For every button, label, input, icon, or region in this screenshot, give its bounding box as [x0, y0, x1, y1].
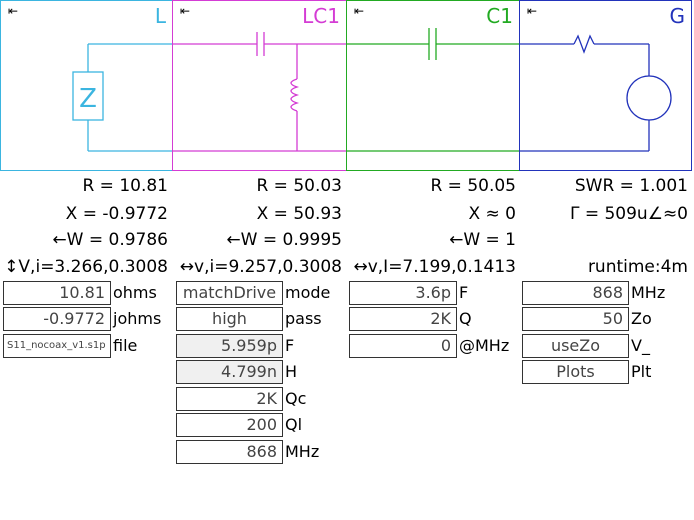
- panel-title-g: G: [669, 4, 686, 28]
- collapse-icon[interactable]: ⇤: [527, 4, 538, 18]
- mode-select[interactable]: matchDrive: [176, 281, 283, 305]
- panel-title-l: L: [154, 4, 166, 28]
- collapse-icon[interactable]: ⇤: [354, 4, 365, 18]
- voltage-mode-select[interactable]: useZo: [522, 334, 629, 358]
- panel-generator: ⇤ G: [519, 0, 692, 171]
- panel-load: Z ⇤ L: [0, 0, 173, 171]
- impedance-z-icon: Z: [79, 84, 97, 114]
- ql-label: Ql: [285, 415, 303, 434]
- c1-circuit: [347, 28, 519, 152]
- file-input[interactable]: S11_nocoax_v1.s1p: [3, 334, 111, 358]
- panel-lc1: ⇤ LC1: [172, 0, 347, 171]
- readout-swr: SWR = 1.001: [574, 176, 688, 196]
- readout-voltage-current: ↔v,I=7.199,0.1413: [353, 257, 516, 277]
- frequency-label: MHz: [285, 442, 320, 461]
- readout-reactance: X = 50.93: [256, 204, 342, 224]
- readout-resistance: R = 50.05: [430, 176, 516, 196]
- inductance-label: H: [285, 362, 298, 381]
- readout-gamma: Γ = 509u∠≈0: [569, 204, 688, 224]
- readout-power: ←W = 0.9995: [226, 230, 342, 250]
- zo-label: Zo: [631, 309, 652, 328]
- at-mhz-input[interactable]: 0: [349, 334, 457, 358]
- panel-c1: ⇤ C1: [346, 0, 520, 171]
- at-mhz-label: @MHz: [459, 336, 510, 355]
- capacitance-label: F: [285, 336, 295, 355]
- q-input[interactable]: 2K: [349, 307, 457, 331]
- panel-title-lc1: LC1: [302, 4, 340, 28]
- load-circuit: Z: [72, 43, 172, 152]
- generator-circuit: [520, 34, 672, 152]
- qc-input[interactable]: 2K: [176, 387, 283, 411]
- readout-power: ←W = 1: [449, 230, 516, 250]
- pass-select[interactable]: high: [176, 307, 283, 331]
- inductance-field: 4.799n: [176, 360, 283, 384]
- capacitance-field: 5.959p: [176, 334, 283, 358]
- voltage-mode-label: V_: [631, 336, 650, 355]
- lc1-circuit: [173, 32, 346, 152]
- ql-input[interactable]: 200: [176, 413, 283, 437]
- readout-voltage-current: ↔v,i=9.257,0.3008: [179, 257, 342, 277]
- johms-input[interactable]: -0.9772: [3, 307, 111, 331]
- plots-button[interactable]: Plots: [522, 360, 629, 384]
- ohms-input[interactable]: 10.81: [3, 281, 111, 305]
- readout-runtime: runtime:4m: [587, 257, 688, 277]
- q-label: Q: [459, 309, 472, 328]
- readout-voltage-current: ↕V,i=3.266,0.3008: [4, 257, 168, 277]
- ohms-label: ohms: [113, 283, 157, 302]
- frequency-input[interactable]: 868: [176, 440, 283, 464]
- readout-reactance: X = -0.9772: [65, 204, 168, 224]
- mode-label: mode: [285, 283, 331, 302]
- qc-label: Qc: [285, 389, 307, 408]
- frequency-input[interactable]: 868: [522, 281, 629, 305]
- zo-input[interactable]: 50: [522, 307, 629, 331]
- johms-label: johms: [113, 309, 162, 328]
- plots-label: Plt: [631, 362, 652, 381]
- readout-reactance: X ≈ 0: [468, 204, 516, 224]
- collapse-icon[interactable]: ⇤: [180, 4, 191, 18]
- capacitance-label: F: [459, 283, 469, 302]
- panel-title-c1: C1: [486, 4, 513, 28]
- capacitance-input[interactable]: 3.6p: [349, 281, 457, 305]
- readout-resistance: R = 10.81: [82, 176, 168, 196]
- collapse-icon[interactable]: ⇤: [8, 4, 19, 18]
- readout-resistance: R = 50.03: [256, 176, 342, 196]
- frequency-label: MHz: [631, 283, 666, 302]
- readout-power: ←W = 0.9786: [52, 230, 168, 250]
- file-label: file: [113, 336, 138, 355]
- pass-label: pass: [285, 309, 322, 328]
